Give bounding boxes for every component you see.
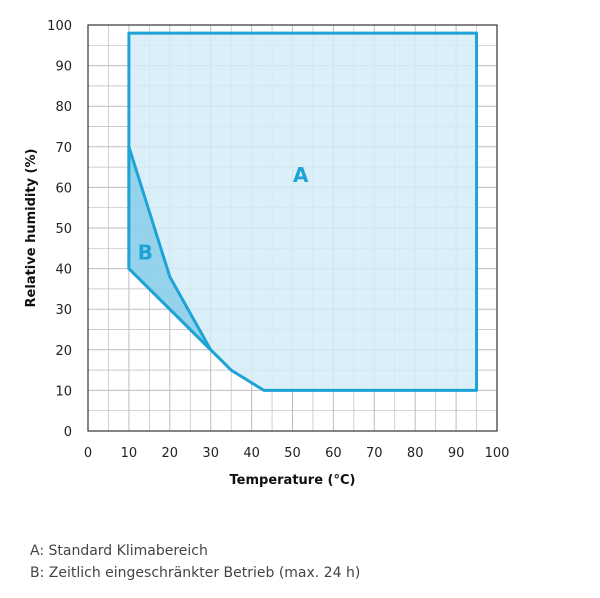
y-axis-label: Relative humidity (%) xyxy=(24,149,39,308)
y-tick-label: 90 xyxy=(55,60,72,75)
y-tick-label: 60 xyxy=(55,181,72,196)
legend: A: Standard Klimabereich B: Zeitlich ein… xyxy=(30,540,360,584)
region-label-a: A xyxy=(293,163,309,187)
region-labels: AB xyxy=(138,163,309,264)
y-tick-label: 100 xyxy=(47,19,72,34)
y-tick-label: 70 xyxy=(55,141,72,156)
y-tick-label: 20 xyxy=(55,344,72,359)
y-tick-label: 10 xyxy=(55,384,72,399)
x-tick-label: 10 xyxy=(121,446,138,461)
x-tick-label: 30 xyxy=(202,446,219,461)
region-a xyxy=(127,31,479,392)
plot-frame xyxy=(87,24,498,432)
x-tick-label: 100 xyxy=(485,446,510,461)
x-tick-label: 0 xyxy=(84,446,92,461)
y-tick-label: 30 xyxy=(55,303,72,318)
x-axis-label: Temperature (°C) xyxy=(230,473,356,488)
x-tick-label: 70 xyxy=(366,446,383,461)
y-tick-label: 80 xyxy=(55,100,72,115)
y-tick-label: 50 xyxy=(55,222,72,237)
tick-labels: 0 10 20 30 40 50 60 70 80 90 100 0 10 20 30 40 50 60 70 80 9… xyxy=(47,19,509,461)
y-tick-label: 0 xyxy=(64,425,72,440)
region-b xyxy=(127,145,213,352)
axes xyxy=(87,24,498,432)
region-label-b: B xyxy=(138,240,153,264)
legend-item-b: B: Zeitlich eingeschränkter Betrieb (max… xyxy=(30,565,361,581)
regions xyxy=(127,31,479,392)
x-tick-label: 90 xyxy=(448,446,465,461)
x-tick-label: 50 xyxy=(284,446,301,461)
x-tick-label: 60 xyxy=(325,446,342,461)
y-tick-label: 40 xyxy=(55,263,72,278)
climate-chart: AB 0 10 20 30 40 50 60 70 80 90 100010203040506070… xyxy=(24,19,509,488)
x-tick-label: 20 xyxy=(162,446,179,461)
x-tick-label: 80 xyxy=(407,446,424,461)
legend-item-a: A: Standard Klimabereich xyxy=(30,543,208,559)
x-tick-label: 40 xyxy=(243,446,260,461)
